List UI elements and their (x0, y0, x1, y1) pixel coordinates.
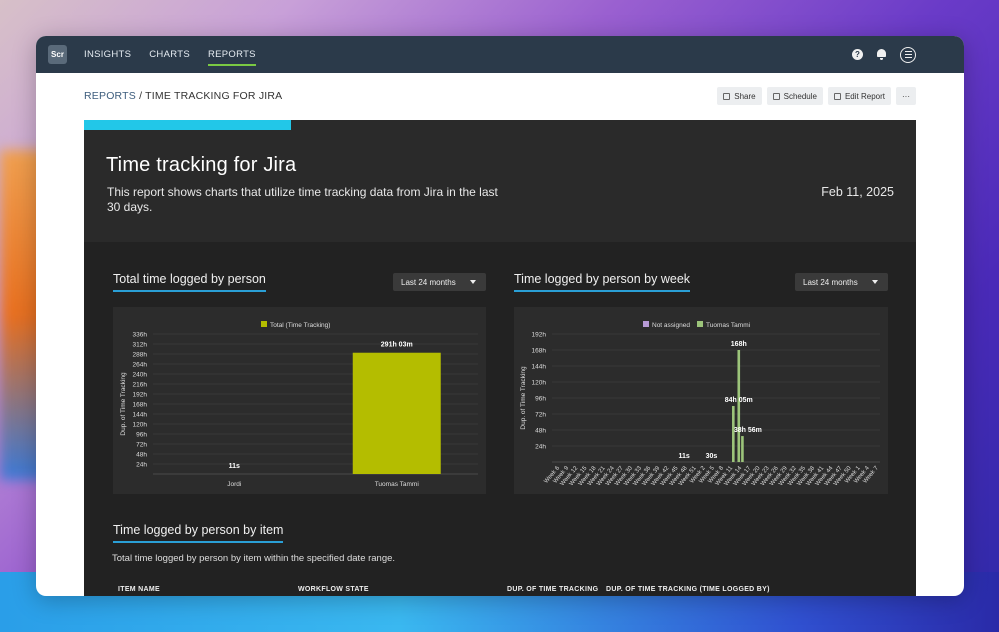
report-canvas: Time tracking for Jira This report shows… (84, 120, 916, 596)
edit-icon (833, 92, 841, 100)
edit-label: Edit Report (844, 91, 885, 101)
data-label: 11s (229, 463, 240, 470)
y-tick-label: 96h (535, 396, 546, 403)
legend-swatch (261, 321, 267, 327)
data-label: 84h 05m (725, 397, 753, 404)
nav-tab-charts[interactable]: CHARTS (149, 49, 190, 60)
data-label: 30s (706, 453, 718, 460)
y-tick-label: 48h (535, 428, 546, 435)
y-tick-label: 96h (136, 432, 147, 439)
y-tick-label: 144h (532, 364, 547, 371)
report-description: This report shows charts that utilize ti… (107, 185, 498, 214)
breadcrumb-row: REPORTS / TIME TRACKING FOR JIRA Share S… (84, 86, 916, 106)
data-label: 11s (678, 453, 689, 460)
y-tick-label: 24h (136, 462, 147, 469)
y-tick-label: 72h (535, 412, 546, 419)
more-button[interactable]: ··· (896, 87, 916, 105)
legend-label: Not assigned (652, 322, 690, 329)
col-dup-time-logged-by[interactable]: DUP. OF TIME TRACKING (TIME LOGGED BY) (606, 586, 770, 593)
x-tick-label: Jordi (227, 481, 241, 488)
help-icon[interactable]: ? (852, 49, 863, 60)
y-tick-label: 120h (133, 422, 148, 429)
y-tick-label: 192h (532, 332, 547, 339)
y-tick-label: 168h (532, 348, 547, 355)
y-tick-label: 264h (133, 362, 148, 369)
schedule-button[interactable]: Schedule (766, 87, 823, 105)
chart-total-by-person-svg: Total (Time Tracking) 24h 48h 72h 96h 120h 144… (120, 321, 478, 488)
calendar-icon (772, 92, 780, 100)
data-label: 38h 56m (734, 427, 762, 434)
y-tick-label: 48h (136, 452, 147, 459)
chart-by-week: Not assigned Tuomas Tammi 24h 48h 72h 96h 120h… (514, 307, 888, 494)
y-tick-label: 120h (532, 380, 547, 387)
breadcrumb-reports-link[interactable]: REPORTS (84, 90, 136, 102)
schedule-label: Schedule (783, 91, 817, 101)
y-tick-label: 144h (133, 412, 148, 419)
nav-tab-insights[interactable]: INSIGHTS (84, 49, 132, 60)
date-range-dropdown-1[interactable]: Last 24 months (393, 273, 486, 291)
report-date: Feb 11, 2025 (821, 185, 894, 199)
bar (732, 406, 735, 462)
top-icons: ? (852, 36, 916, 73)
report-accent-bar (84, 120, 291, 130)
share-button[interactable]: Share (717, 87, 762, 105)
y-axis-label: Dup. of Time Tracking (120, 372, 127, 436)
col-workflow-state[interactable]: WORKFLOW STATE (298, 586, 369, 593)
share-label: Share (734, 91, 756, 101)
edit-report-button[interactable]: Edit Report (827, 87, 891, 105)
section-title-by-item: Time logged by person by item (113, 523, 284, 543)
bar (741, 436, 744, 462)
chart-total-by-person: Total (Time Tracking) 24h 48h 72h 96h 120h 144… (113, 307, 486, 494)
col-dup-time-tracking[interactable]: DUP. OF TIME TRACKING (507, 586, 599, 593)
report-title: Time tracking for Jira (106, 154, 297, 176)
nav-tab-reports[interactable]: REPORTS (207, 44, 256, 66)
bar (352, 352, 441, 474)
section-title-by-week: Time logged by person by week (514, 272, 691, 292)
y-tick-label: 288h (133, 352, 148, 359)
bar (737, 350, 741, 462)
col-item-name[interactable]: ITEM NAME (118, 586, 160, 593)
share-icon (723, 92, 731, 100)
legend-label: Total (Time Tracking) (270, 322, 330, 329)
y-axis-label: Dup. of Time Tracking (520, 366, 527, 430)
top-nav-bar: Scr INSIGHTS CHARTS REPORTS ? (36, 36, 964, 73)
y-tick-label: 240h (133, 372, 148, 379)
y-tick-label: 192h (133, 392, 148, 399)
menu-icon[interactable] (900, 46, 916, 63)
legend-label: Tuomas Tammi (706, 322, 750, 329)
breadcrumb-separator: / (139, 90, 143, 102)
legend-swatch (697, 321, 703, 327)
report-header (84, 120, 916, 242)
breadcrumb: REPORTS / TIME TRACKING FOR JIRA (84, 90, 282, 102)
app-window: Scr INSIGHTS CHARTS REPORTS ? REPORTS / … (36, 36, 964, 596)
y-tick-label: 24h (535, 444, 546, 451)
bell-icon[interactable] (876, 49, 887, 60)
data-label: 291h 03m (381, 342, 413, 349)
x-tick-label: Tuomas Tammi (375, 481, 419, 488)
chart-by-week-svg: Not assigned Tuomas Tammi 24h 48h 72h 96h 120h… (520, 321, 880, 487)
section-title-total-by-person: Total time logged by person (113, 272, 266, 292)
section-subtitle-by-item: Total time logged by person by item with… (112, 553, 396, 564)
report-actions: Share Schedule Edit Report ··· (717, 87, 916, 105)
date-range-dropdown-2[interactable]: Last 24 months (795, 273, 888, 291)
legend-swatch (643, 321, 649, 327)
data-label: 168h (731, 341, 747, 348)
y-tick-label: 336h (133, 332, 148, 339)
y-tick-label: 312h (133, 342, 148, 349)
y-tick-label: 216h (133, 382, 148, 389)
y-tick-label: 72h (136, 442, 147, 449)
breadcrumb-current: TIME TRACKING FOR JIRA (145, 90, 283, 102)
app-logo[interactable]: Scr (48, 45, 67, 64)
y-tick-label: 168h (133, 402, 148, 409)
